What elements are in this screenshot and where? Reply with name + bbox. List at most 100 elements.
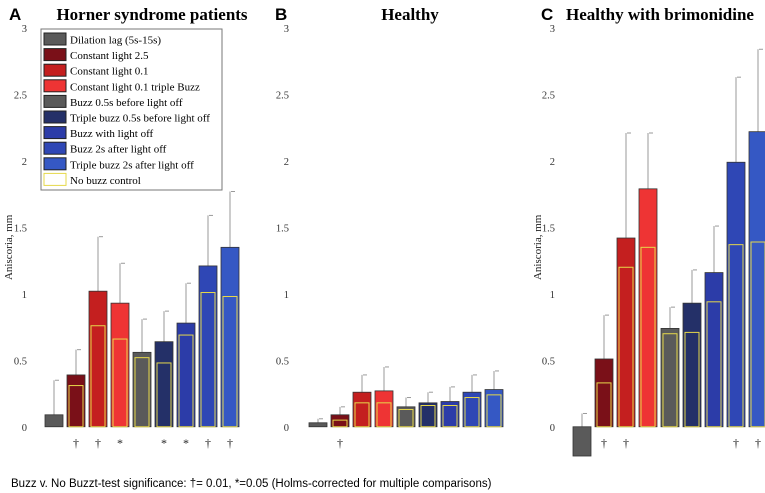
y-tick-label: 1: [550, 290, 555, 301]
significance-marker: *: [117, 436, 123, 450]
control-bar: [178, 334, 194, 428]
footnote: Buzz v. No Buzzt-test significance: †= 0…: [11, 478, 492, 490]
control-bar: [706, 301, 722, 428]
legend-swatch: [43, 172, 67, 186]
control-bar: [728, 244, 744, 428]
control-bar: [134, 357, 150, 428]
significance-marker: †: [733, 436, 739, 450]
legend-label: Dilation lag (5s-15s): [70, 35, 161, 47]
control-bar: [420, 405, 436, 428]
bar: [154, 341, 174, 428]
y-tick-label: 0: [284, 423, 289, 434]
bar: [638, 188, 658, 428]
legend-swatch: [43, 110, 67, 124]
control-bar: [750, 241, 765, 428]
control-bar: [684, 331, 700, 428]
bar: [66, 374, 86, 428]
legend-swatch: [43, 94, 67, 108]
bar: [726, 161, 746, 428]
y-tick-label: 2: [550, 157, 555, 168]
control-bar: [332, 419, 348, 428]
bar: [572, 426, 592, 457]
legend-label: Buzz 2s after light off: [70, 144, 167, 156]
bar: [44, 414, 64, 428]
legend-label: Constant light 0.1: [70, 66, 149, 78]
significance-marker: †: [205, 436, 211, 450]
legend-label: Triple buzz 2s after light off: [70, 159, 194, 171]
bar: [308, 422, 328, 428]
control-bar: [618, 266, 634, 428]
control-bar: [112, 338, 128, 428]
legend-label: Constant light 2.5: [70, 50, 149, 62]
significance-marker: †: [623, 436, 629, 450]
control-bar: [464, 397, 480, 428]
control-bar: [486, 394, 502, 428]
control-bar: [90, 325, 106, 428]
significance-marker: †: [73, 436, 79, 450]
y-axis-label: Aniscoria, mm: [532, 214, 544, 280]
y-tick-label: 1: [22, 290, 27, 301]
significance-marker: †: [337, 436, 343, 450]
y-tick-label: 0.5: [14, 356, 27, 367]
panel-title: Healthy with brimonidine: [566, 5, 754, 24]
bar: [682, 302, 702, 428]
panel-letter: B: [275, 5, 287, 24]
legend-swatch: [43, 157, 67, 171]
panel-a: A Horner syndrome patients 0 0.5 1 1.5 2 2.5 3 An…: [3, 5, 248, 450]
y-tick-label: 2.5: [14, 90, 27, 101]
legend-label: Constant light 0.1 triple Buzz: [70, 81, 200, 93]
significance-marker: *: [161, 436, 167, 450]
bar: [704, 272, 724, 428]
y-tick-label: 2: [22, 157, 27, 168]
bar: [660, 328, 680, 428]
significance-marker: †: [227, 436, 233, 450]
y-tick-label: 3: [22, 24, 27, 35]
legend-label: No buzz control: [70, 175, 141, 187]
y-tick-label: 3: [550, 24, 555, 35]
panel-b: B Healthy 0 0.5 1 1.5 2 2.5 3 †: [275, 5, 504, 450]
legend-label: Triple buzz 0.5s before light off: [70, 113, 210, 125]
y-tick-label: 2: [284, 157, 289, 168]
legend-swatch: [43, 141, 67, 155]
control-bar: [376, 402, 392, 428]
y-tick-label: 2.5: [276, 90, 289, 101]
legend-swatch: [43, 126, 67, 140]
significance-marker: †: [755, 436, 761, 450]
control-bar: [222, 296, 238, 428]
legend-swatch: [43, 32, 67, 46]
y-tick-label: 1.5: [14, 223, 27, 234]
significance-marker: †: [95, 436, 101, 450]
bar: [220, 246, 240, 428]
y-tick-label: 3: [284, 24, 289, 35]
control-bar: [442, 405, 458, 428]
bar: [418, 402, 438, 428]
y-tick-label: 0.5: [542, 356, 555, 367]
control-bar: [398, 408, 414, 428]
control-bar: [662, 333, 678, 428]
y-tick-label: 1.5: [542, 223, 555, 234]
legend-swatch: [43, 48, 67, 62]
bar: [330, 414, 350, 428]
bar: [88, 290, 108, 428]
legend-label: Buzz with light off: [70, 128, 154, 140]
panel-title: Healthy: [381, 5, 439, 24]
bar: [594, 358, 614, 428]
legend: Dilation lag (5s-15s) Constant light 2.5 C…: [40, 28, 223, 191]
bar: [352, 391, 372, 428]
legend-box: [40, 28, 223, 191]
legend-swatch: [43, 63, 67, 77]
bar: [132, 351, 152, 428]
significance-marker: *: [183, 436, 189, 450]
control-bar: [640, 246, 656, 428]
bar: [198, 265, 218, 428]
bar: [374, 390, 394, 428]
panel-c: C Healthy with brimonidine 0 0.5 1 1.5 2 2.5 3 An…: [532, 5, 765, 457]
y-tick-label: 1: [284, 290, 289, 301]
y-tick-label: 1.5: [276, 223, 289, 234]
panel-letter: C: [541, 5, 553, 24]
panel-title: Horner syndrome patients: [56, 5, 247, 24]
legend-swatch: [43, 79, 67, 93]
panel-letter: A: [9, 5, 21, 24]
legend-label: Buzz 0.5s before light off: [70, 97, 183, 109]
